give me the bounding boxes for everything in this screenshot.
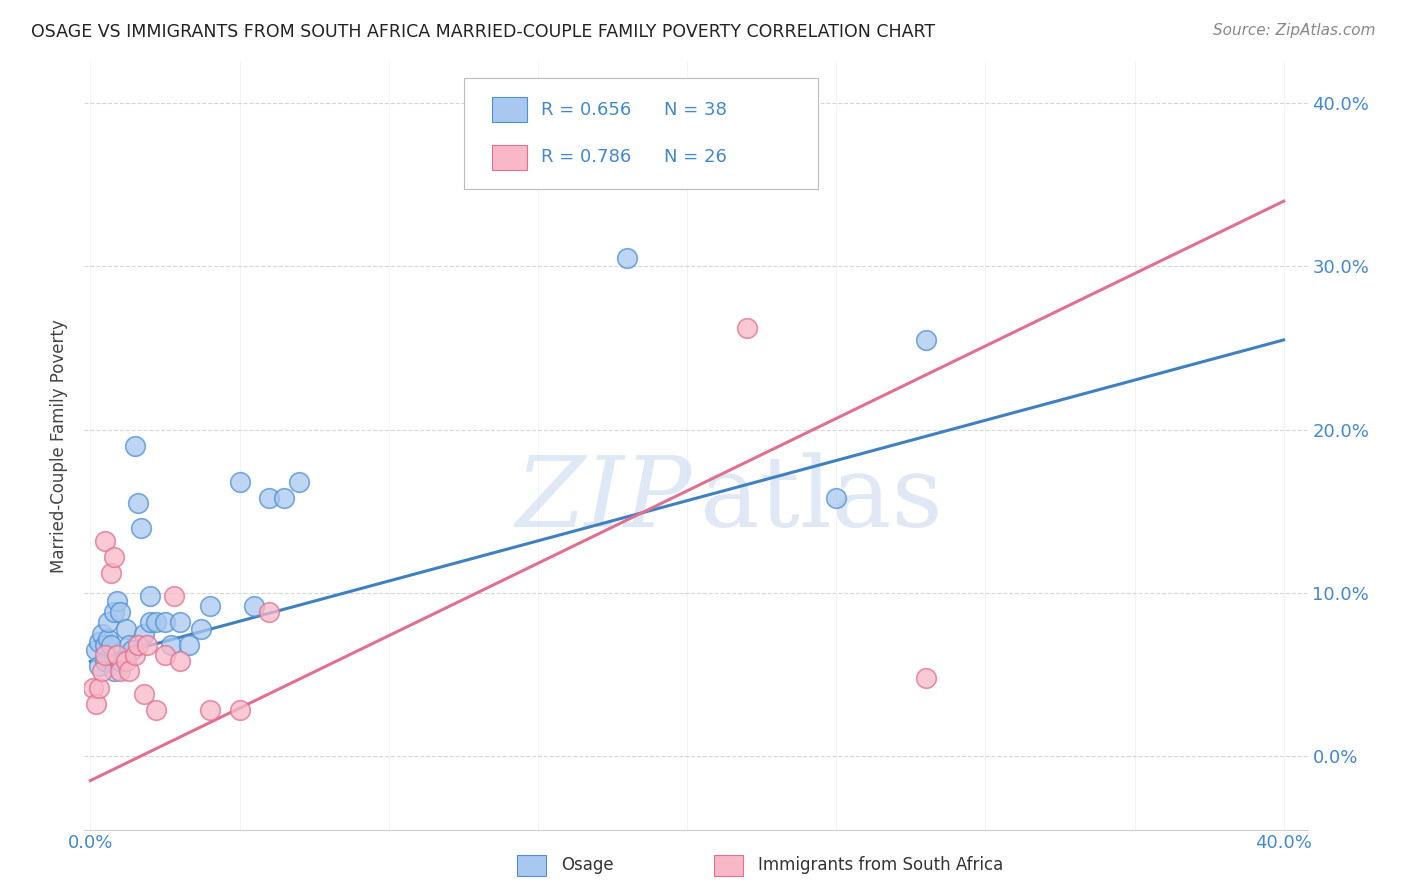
Point — [94, 655, 117, 669]
Point — [153, 648, 176, 662]
Point — [177, 638, 200, 652]
Point — [190, 622, 212, 636]
Point — [94, 638, 117, 652]
Text: Osage: Osage — [561, 856, 613, 874]
Point — [103, 665, 125, 679]
Point — [198, 599, 221, 613]
Point — [825, 491, 848, 506]
Point — [108, 606, 131, 620]
Point — [169, 655, 191, 669]
Point — [100, 566, 122, 581]
Point — [228, 703, 250, 717]
Point — [139, 589, 162, 603]
Point — [132, 626, 155, 640]
Point — [127, 638, 149, 652]
Text: N = 26: N = 26 — [664, 148, 727, 166]
Point — [91, 626, 114, 640]
Point — [89, 659, 111, 673]
Point — [115, 655, 138, 669]
Point — [82, 681, 104, 695]
Point — [94, 533, 117, 548]
Text: R = 0.786: R = 0.786 — [541, 148, 631, 166]
Point — [97, 615, 120, 630]
Point — [94, 648, 117, 662]
Point — [103, 549, 125, 564]
Bar — [492, 145, 527, 169]
Text: OSAGE VS IMMIGRANTS FROM SOUTH AFRICA MARRIED-COUPLE FAMILY POVERTY CORRELATION : OSAGE VS IMMIGRANTS FROM SOUTH AFRICA MA… — [31, 23, 935, 41]
Point — [132, 687, 155, 701]
Point — [914, 333, 936, 347]
Point — [273, 491, 295, 506]
Y-axis label: Married-Couple Family Poverty: Married-Couple Family Poverty — [51, 319, 69, 573]
Point — [169, 615, 191, 630]
Point — [91, 665, 114, 679]
Point — [914, 671, 936, 685]
Point — [243, 599, 266, 613]
Text: N = 38: N = 38 — [664, 101, 727, 119]
Point — [145, 703, 167, 717]
Point — [84, 643, 107, 657]
Point — [160, 638, 183, 652]
Point — [259, 606, 281, 620]
Point — [97, 632, 120, 646]
Point — [616, 252, 638, 266]
Point — [89, 635, 111, 649]
Point — [124, 648, 146, 662]
Point — [100, 638, 122, 652]
Point — [103, 606, 125, 620]
Point — [139, 615, 162, 630]
Text: R = 0.656: R = 0.656 — [541, 101, 631, 119]
Point — [118, 665, 141, 679]
Point — [198, 703, 221, 717]
Point — [145, 615, 167, 630]
Text: atlas: atlas — [700, 452, 942, 548]
Point — [288, 475, 311, 489]
Point — [228, 475, 250, 489]
Point — [121, 643, 143, 657]
Point — [496, 153, 519, 168]
Text: Immigrants from South Africa: Immigrants from South Africa — [758, 856, 1002, 874]
Point — [136, 638, 159, 652]
Point — [108, 665, 131, 679]
Point — [118, 638, 141, 652]
Point — [108, 655, 131, 669]
Point — [127, 496, 149, 510]
Point — [105, 594, 128, 608]
Bar — [492, 97, 527, 122]
Bar — [713, 855, 742, 876]
Point — [735, 321, 758, 335]
Point — [153, 615, 176, 630]
FancyBboxPatch shape — [464, 78, 818, 189]
Point — [129, 520, 152, 534]
Point — [115, 622, 138, 636]
Point — [84, 697, 107, 711]
Point — [259, 491, 281, 506]
Text: Source: ZipAtlas.com: Source: ZipAtlas.com — [1212, 23, 1375, 38]
Point — [163, 589, 186, 603]
Text: ZIP: ZIP — [516, 452, 692, 548]
Point — [89, 681, 111, 695]
Point — [105, 648, 128, 662]
Point — [124, 439, 146, 453]
Bar — [517, 855, 546, 876]
